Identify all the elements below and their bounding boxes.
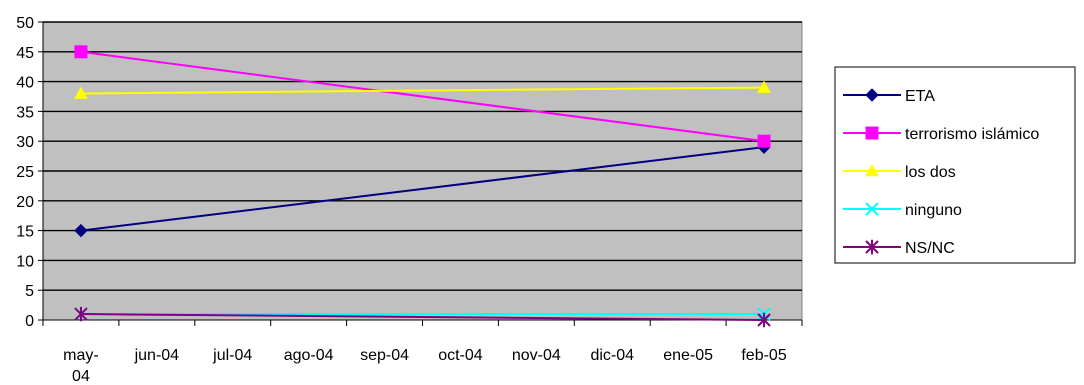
legend-entry: ETA (843, 88, 935, 105)
marker-x (865, 202, 879, 216)
legend-label: terrorismo islámico (905, 126, 1039, 143)
y-tick-label: 40 (16, 75, 34, 92)
series-2 (74, 80, 771, 99)
x-tick-label: jun-04 (134, 347, 180, 364)
series-line (80, 146, 765, 232)
marker-triangle (74, 86, 88, 99)
legend-label: los dos (905, 164, 956, 181)
y-tick-label: 45 (16, 45, 34, 62)
legend-entry: NS/NC (843, 239, 955, 257)
legend-entry: los dos (843, 163, 956, 181)
series-line (80, 86, 765, 95)
y-tick-label: 10 (16, 253, 34, 270)
series-line (80, 50, 765, 143)
y-tick-label: 35 (16, 104, 34, 121)
x-tick-label: may-04 (63, 347, 99, 385)
legend-label: NS/NC (905, 240, 955, 257)
x-tick-label: dic-04 (590, 347, 634, 364)
x-tick-label: feb-05 (741, 347, 786, 364)
series-4 (74, 306, 771, 328)
marker-square (74, 45, 88, 59)
legend-box (834, 66, 1076, 264)
y-tick-label: 15 (16, 224, 34, 241)
x-tick-label: jul-04 (212, 347, 252, 364)
marker-triangle (757, 80, 771, 93)
marker-triangle (865, 163, 879, 177)
plot-area: 0 5 10 15 20 25 30 35 40 45 50 may-04 jun-04 jul-04 ag… (16, 15, 803, 385)
legend-label: ETA (905, 88, 935, 105)
legend-entry: ninguno (843, 202, 962, 219)
series-1 (74, 45, 771, 148)
y-tick-label: 20 (16, 194, 34, 211)
marker-diamond (865, 88, 879, 102)
marker-star (757, 312, 771, 328)
y-tick-label: 25 (16, 164, 34, 181)
legend: ETA terrorismo islámico los dos ninguno NS/N… (834, 66, 1076, 264)
x-tick-label: ene-05 (663, 347, 713, 364)
x-tick-label: nov-04 (512, 347, 561, 364)
legend-label: ninguno (905, 202, 962, 219)
legend-entry: terrorismo islámico (843, 126, 1039, 143)
y-tick-label: 50 (16, 15, 34, 32)
y-tick-label: 30 (16, 134, 34, 151)
series-line (80, 313, 765, 321)
y-tick-label: 0 (25, 313, 34, 330)
marker-star (74, 306, 88, 322)
marker-star (865, 239, 879, 255)
marker-diamond (74, 223, 88, 238)
x-tick-label: sep-04 (360, 347, 409, 364)
x-tick-label: oct-04 (438, 347, 483, 364)
x-tick-label: ago-04 (284, 347, 334, 364)
marker-square (757, 134, 771, 148)
marker-square (865, 126, 879, 140)
y-tick-label: 5 (25, 283, 34, 300)
